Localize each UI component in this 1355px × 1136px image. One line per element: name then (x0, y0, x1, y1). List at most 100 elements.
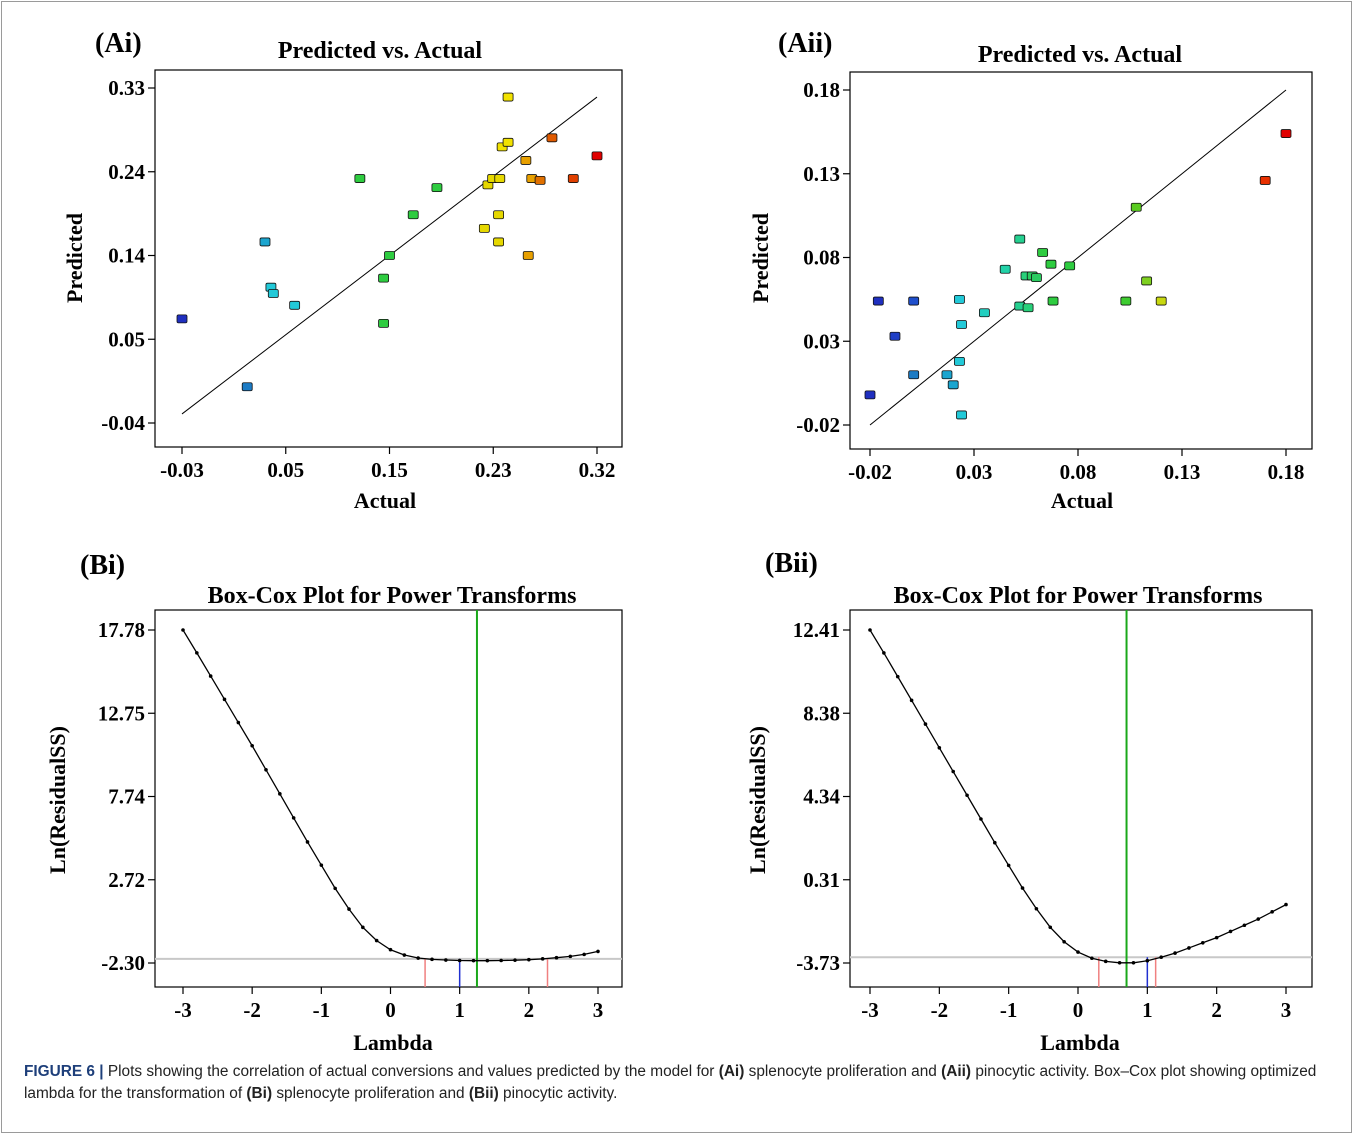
data-point-ai (354, 174, 366, 183)
data-point-ai (289, 300, 301, 310)
data-point-aii (1141, 276, 1153, 286)
data-point-ai (493, 237, 504, 247)
curve-point-bii (937, 746, 942, 750)
chart-title-bii: Box-Cox Plot for Power Transforms (894, 583, 1263, 609)
curve-point-bi (278, 792, 282, 796)
x-axis-label-bi: Lambda (353, 1030, 432, 1050)
data-point-aii (954, 356, 965, 366)
curve-point-bi (596, 949, 600, 954)
curve-point-bii (1103, 959, 1108, 964)
y-tick-label-bi: -2.30 (101, 951, 145, 975)
curve-point-bi (540, 957, 545, 961)
x-tick-label-bi: 1 (454, 998, 465, 1022)
curve-point-bii (993, 840, 997, 845)
data-point-ai (534, 175, 546, 185)
x-tick-label-bii: 0 (1073, 998, 1084, 1022)
data-point-aii (1045, 259, 1057, 269)
curve-point-bi (374, 938, 379, 943)
curve-point-bi (181, 628, 185, 632)
x-tick-label-bi: -2 (243, 998, 261, 1022)
curve-point-bii (1214, 935, 1219, 940)
curve-point-bi (402, 953, 407, 957)
data-point-aii (889, 331, 901, 341)
curve-point-bii (1242, 923, 1247, 928)
curve-point-bi (208, 674, 213, 678)
curve-point-bi (347, 907, 351, 911)
data-point-ai (493, 210, 504, 220)
y-tick-label-bi: 2.72 (108, 868, 145, 892)
curve-point-bii (1006, 863, 1011, 868)
curve-point-bi (527, 957, 531, 962)
y-tick-label-bii: -3.73 (796, 951, 840, 975)
caption-figure-label: FIGURE 6 | (24, 1063, 104, 1080)
y-tick-label-bi: 12.75 (98, 701, 145, 725)
y-tick-label-aii: 0.08 (803, 246, 840, 270)
data-point-aii (1155, 296, 1167, 306)
curve-point-bi (195, 651, 199, 655)
y-axis-label-ai: Predicted (62, 213, 87, 303)
chart-title-bi: Box-Cox Plot for Power Transforms (208, 583, 577, 609)
x-axis-label-ai: Actual (354, 488, 416, 513)
y-tick-label-bii: 4.34 (803, 785, 840, 809)
panel-bi: (Bi) Box-Cox Plot for Power Transforms -… (45, 550, 623, 1050)
curve-point-bii (923, 722, 928, 726)
curve-point-bii (1145, 958, 1150, 963)
data-point-aii (908, 370, 920, 380)
curve-point-bii (1076, 950, 1080, 954)
plot-area-bi (154, 609, 623, 988)
x-tick-label-bi: 3 (593, 998, 604, 1022)
data-point-aii (947, 380, 959, 390)
curve-point-bi (568, 954, 573, 959)
data-point-aii (1259, 176, 1271, 185)
x-axis-label-bii: Lambda (1040, 1030, 1119, 1050)
x-tick-label-aii: 0.08 (1060, 460, 1097, 484)
data-point-ai (176, 314, 188, 324)
data-point-ai (502, 137, 514, 147)
plot-area-bii (849, 609, 1313, 988)
data-point-aii (872, 296, 884, 306)
y-tick-label-aii: 0.18 (803, 78, 840, 102)
y-tick-label-ai: 0.33 (108, 76, 145, 100)
y-axis-label-bi: Ln(ResidualSS) (45, 726, 70, 874)
curve-point-bii (1048, 925, 1053, 930)
x-tick-label-ai: 0.05 (267, 458, 304, 482)
curve-point-bi (222, 697, 227, 702)
y-tick-label-aii: 0.03 (803, 329, 840, 353)
data-point-ai (520, 156, 532, 165)
curve-point-bi (499, 958, 503, 963)
data-point-aii (1014, 234, 1026, 244)
plot-area-ai (154, 69, 623, 448)
x-tick-label-aii: 0.13 (1164, 460, 1201, 484)
data-point-ai (431, 183, 443, 192)
data-point-aii (1064, 261, 1076, 271)
curve-point-bi (416, 956, 420, 960)
data-point-ai (378, 273, 389, 283)
data-point-aii (956, 410, 967, 420)
y-tick-label-aii: 0.13 (803, 162, 840, 186)
curve-point-bii (1131, 960, 1136, 965)
curve-point-bii (868, 628, 872, 632)
curve-point-bi (430, 957, 434, 962)
data-point-aii (1120, 296, 1132, 306)
x-tick-label-ai: 0.32 (579, 458, 616, 482)
x-tick-label-bii: -2 (931, 998, 949, 1022)
data-point-aii (1022, 303, 1034, 313)
x-tick-label-bi: -3 (174, 998, 192, 1022)
x-tick-label-bii: 1 (1142, 998, 1153, 1022)
x-tick-label-bi: 0 (385, 998, 396, 1022)
y-axis-label-aii: Predicted (748, 213, 773, 303)
curve-point-bi (319, 863, 324, 867)
y-tick-label-bii: 8.38 (803, 701, 840, 725)
curve-point-bi (485, 958, 490, 963)
data-point-aii (1037, 248, 1049, 257)
y-tick-label-ai: 0.24 (108, 160, 145, 184)
chart-title-ai: Predicted vs. Actual (278, 38, 483, 64)
data-point-ai (522, 251, 534, 260)
panel-label-bi: (Bi) (80, 550, 125, 581)
x-tick-label-bii: 3 (1281, 998, 1292, 1022)
caption-text-5: pinocytic activity. (498, 1085, 618, 1102)
curve-point-bi (236, 720, 241, 725)
data-point-ai (241, 382, 253, 392)
panel-aii: (Aii) Predicted vs. Actual -0.02 0.03 0.08… (748, 28, 1313, 513)
y-tick-label-bi: 17.78 (98, 618, 145, 642)
